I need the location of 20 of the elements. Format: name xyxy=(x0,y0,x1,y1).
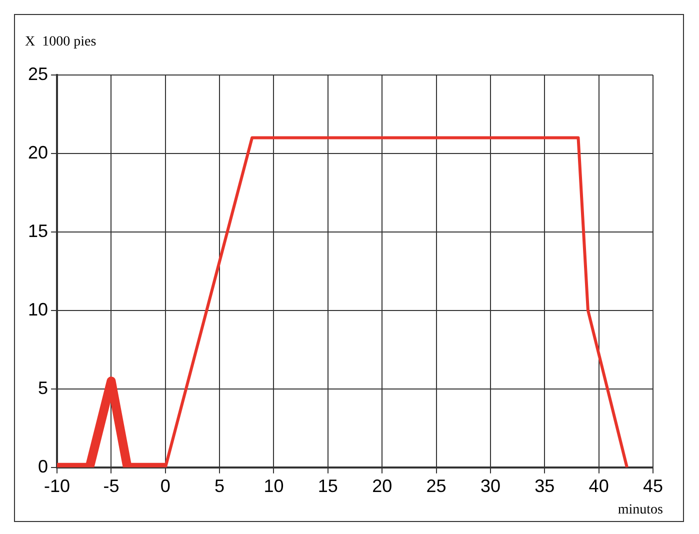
x-tick-label: 20 xyxy=(372,476,392,496)
x-tick-label: 10 xyxy=(264,476,284,496)
x-tick-label: -5 xyxy=(103,476,120,496)
y-tick-label: 20 xyxy=(28,142,48,162)
x-tick-label: 30 xyxy=(480,476,500,496)
x-tick-label: 35 xyxy=(534,476,555,496)
x-tick-label: 15 xyxy=(318,476,338,496)
x-tick-label: 40 xyxy=(588,476,609,496)
x-tick-label: 0 xyxy=(160,476,170,496)
y-tick-label: 0 xyxy=(38,456,48,476)
y-tick-label: 5 xyxy=(38,378,48,398)
y-tick-label: 10 xyxy=(28,299,48,320)
y-tick-label: 15 xyxy=(28,220,48,241)
x-tick-label: 5 xyxy=(214,476,225,496)
y-axis-title: X 1000 pies xyxy=(25,34,96,50)
x-tick-label: 25 xyxy=(426,476,446,496)
x-axis-title: minutos xyxy=(618,502,663,518)
x-tick-label: -10 xyxy=(44,476,70,496)
y-tick-label: 25 xyxy=(28,64,48,84)
x-tick-label: 45 xyxy=(642,476,664,496)
